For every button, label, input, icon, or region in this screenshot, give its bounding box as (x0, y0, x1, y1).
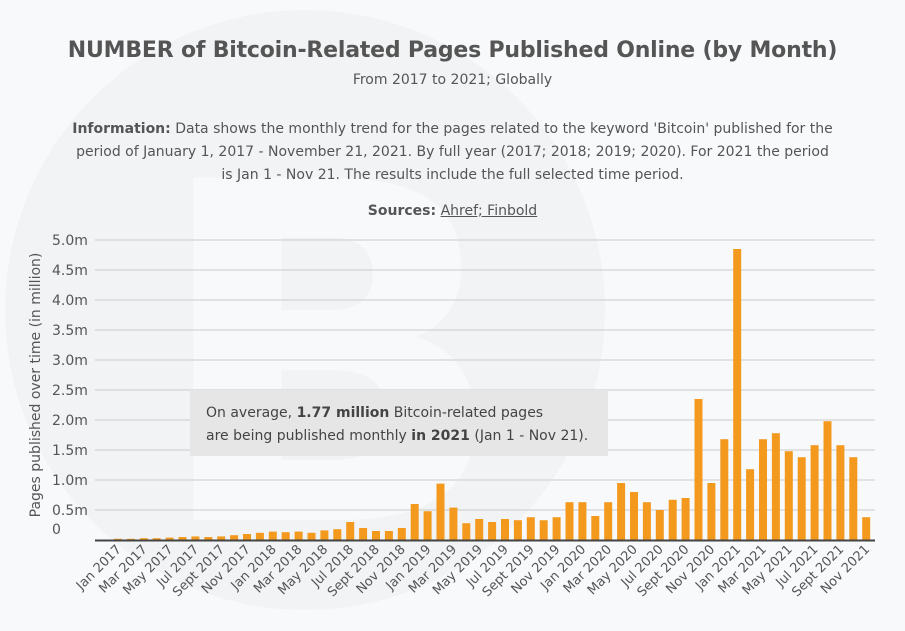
bar (849, 457, 858, 540)
y-tick-label: 1.5m (52, 443, 88, 459)
y-tick-label: 0 (52, 522, 61, 538)
bar (733, 249, 742, 540)
bar (630, 492, 638, 540)
y-tick-label: 2.5m (52, 383, 88, 399)
bar (823, 421, 832, 540)
bar (617, 483, 626, 540)
bar (526, 517, 535, 540)
bar (281, 532, 290, 540)
y-axis-label: Pages published over time (in million) (28, 253, 44, 518)
bar (268, 531, 277, 540)
annotation-highlight: 1.77 million (296, 405, 390, 421)
bar (165, 537, 174, 540)
y-tick-label: 1.0m (52, 473, 88, 489)
bar (462, 523, 471, 540)
sources-label: Sources: (367, 203, 437, 219)
annotation-text: Bitcoin-related pages (389, 405, 544, 421)
bar (436, 483, 445, 540)
bar (152, 538, 161, 540)
chart-subtitle: From 2017 to 2021; Globally (352, 72, 553, 88)
bar (681, 498, 690, 540)
bar (372, 531, 380, 540)
bar (655, 510, 664, 540)
bar (501, 519, 509, 540)
bar (565, 502, 574, 540)
bar (114, 538, 122, 540)
bar (668, 499, 677, 540)
bar (397, 528, 406, 540)
annotation-line-1: On average, 1.77 million Bitcoin-related… (206, 402, 608, 425)
bar (836, 445, 845, 540)
bar (217, 536, 226, 540)
bar (191, 536, 200, 540)
bar (307, 532, 316, 540)
bar (591, 516, 600, 540)
bar (333, 529, 342, 540)
y-tick-label: 3.5m (52, 323, 88, 339)
y-tick-label: 5.0m (52, 233, 88, 249)
bar (139, 538, 148, 540)
chart-title: NUMBER of Bitcoin-Related Pages Publishe… (67, 38, 838, 63)
sources-line: Sources: Ahref; Finbold (0, 203, 905, 219)
bar (204, 537, 213, 540)
bar (320, 530, 329, 540)
y-tick-label: 2.0m (52, 413, 88, 429)
annotation-text: are being published monthly (206, 428, 412, 444)
annotation-text: (Jan 1 - Nov 21). (469, 428, 589, 444)
bar (746, 469, 755, 540)
bar (346, 522, 355, 540)
bar (513, 520, 522, 540)
bar (642, 502, 651, 540)
bars (114, 249, 871, 540)
bar (604, 502, 613, 540)
bar (423, 511, 432, 540)
bar (410, 504, 419, 540)
average-annotation-box: On average, 1.77 million Bitcoin-related… (190, 390, 608, 456)
bar (359, 528, 368, 540)
bar (230, 535, 239, 540)
annotation-text: On average, (206, 405, 297, 421)
bar (294, 531, 303, 540)
bar (488, 522, 497, 540)
bar (797, 457, 806, 540)
y-tick-label: 4.0m (52, 293, 88, 309)
bar (449, 507, 458, 540)
bar (759, 439, 767, 540)
bar (243, 534, 251, 540)
information-paragraph: Information: Data shows the monthly tren… (70, 118, 835, 187)
bar (255, 532, 264, 540)
y-tick-label: 0.5m (52, 503, 88, 519)
annotation-highlight: in 2021 (411, 428, 470, 444)
bar (539, 520, 548, 540)
bar (126, 538, 135, 540)
bar (707, 483, 716, 540)
bar (694, 399, 703, 540)
annotation-line-2: are being published monthly in 2021 (Jan… (206, 425, 608, 448)
bar (578, 502, 587, 540)
bar (475, 519, 484, 540)
information-label: Information: (72, 121, 171, 137)
bar (810, 445, 819, 540)
bar (384, 531, 393, 540)
bar (771, 433, 780, 540)
y-tick-label: 4.5m (52, 263, 88, 279)
bar (862, 517, 871, 540)
bar (720, 439, 729, 540)
bar (552, 517, 561, 540)
bar (178, 537, 187, 540)
sources-links[interactable]: Ahref; Finbold (440, 203, 538, 219)
bar (784, 451, 793, 540)
information-text: Data shows the monthly trend for the pag… (76, 121, 833, 183)
gridlines (95, 239, 875, 511)
y-axis-ticks: 0 0.5m 1.0m 1.5m 2.0m 2.5m 3.0m 3.5m 4.0m 4.5m 5.0… (52, 233, 88, 538)
y-tick-label: 3.0m (52, 353, 88, 369)
